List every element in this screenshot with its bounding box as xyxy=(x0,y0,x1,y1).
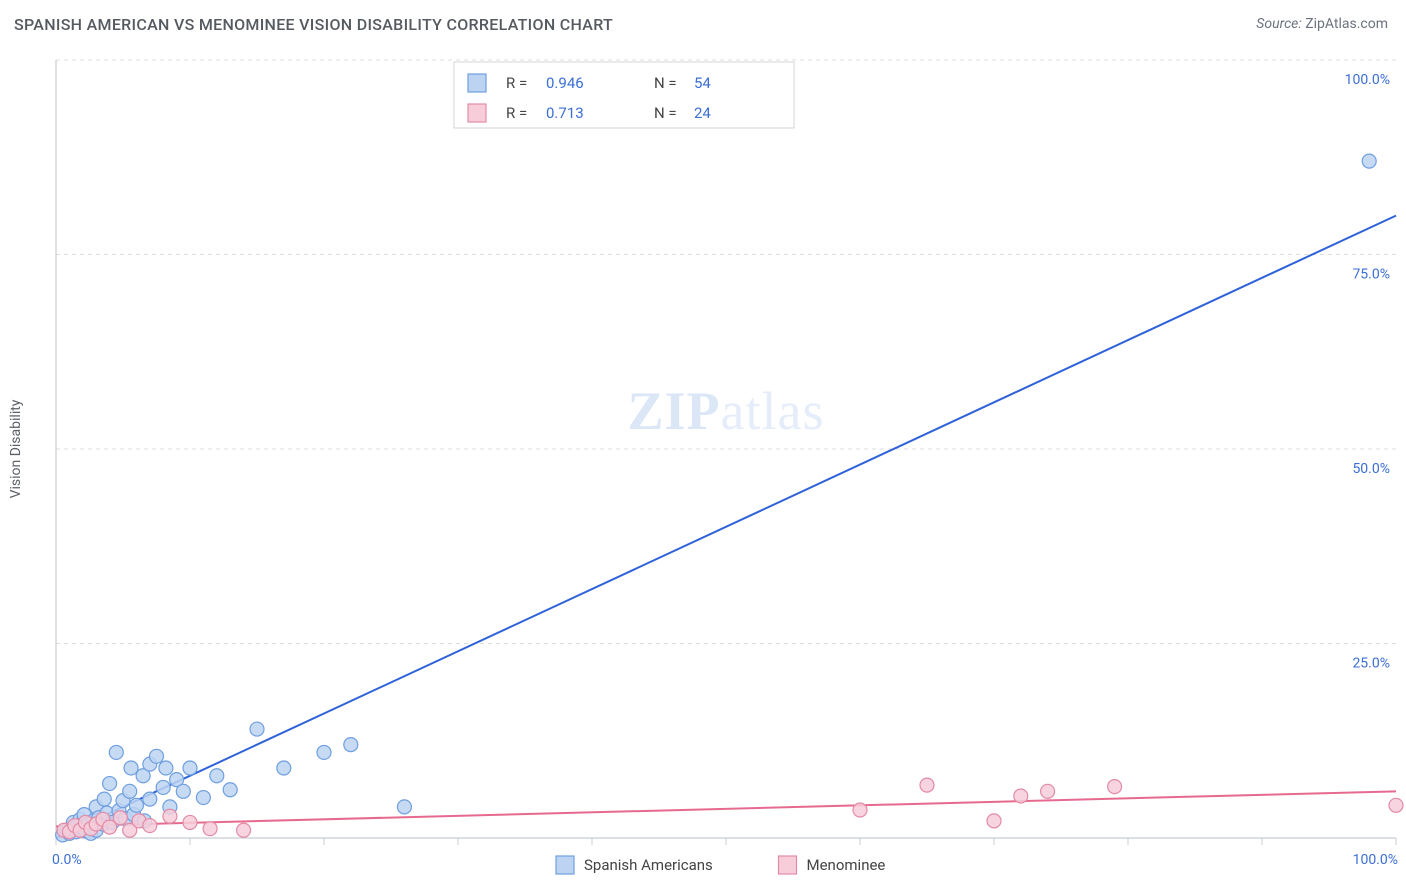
data-point xyxy=(150,749,164,763)
y-tick-label: 50.0% xyxy=(1352,461,1390,477)
source-label: Source: xyxy=(1256,16,1301,32)
data-point xyxy=(176,784,190,798)
data-point xyxy=(123,784,137,798)
x-tick-label: 100.0% xyxy=(1353,852,1398,868)
watermark: ZIPatlas xyxy=(628,381,825,441)
bottom-legend-swatch xyxy=(556,856,574,874)
legend-r-label: R = xyxy=(506,104,527,122)
data-point xyxy=(1041,784,1055,798)
data-point xyxy=(109,745,123,759)
legend-r-value: 0.946 xyxy=(546,74,584,92)
data-point xyxy=(143,819,157,833)
data-point xyxy=(183,761,197,775)
chart-title: SPANISH AMERICAN VS MENOMINEE VISION DIS… xyxy=(14,15,613,34)
chart-source: Source: ZipAtlas.com xyxy=(1256,16,1388,32)
data-point xyxy=(344,738,358,752)
data-point xyxy=(156,780,170,794)
legend-r-label: R = xyxy=(506,74,527,92)
data-point xyxy=(853,803,867,817)
data-point xyxy=(129,798,143,812)
data-point xyxy=(210,769,224,783)
bottom-legend-swatch xyxy=(779,856,797,874)
legend-n-label: N = xyxy=(654,74,677,92)
stats-legend xyxy=(454,62,794,128)
y-tick-label: 25.0% xyxy=(1352,656,1390,672)
data-point xyxy=(196,791,210,805)
data-point xyxy=(920,778,934,792)
data-point xyxy=(397,800,411,814)
y-tick-label: 75.0% xyxy=(1352,267,1390,283)
data-point xyxy=(163,809,177,823)
data-point xyxy=(987,814,1001,828)
legend-n-value: 54 xyxy=(694,74,711,92)
data-point xyxy=(143,792,157,806)
data-point xyxy=(1108,780,1122,794)
data-point xyxy=(1389,798,1403,812)
regression-line xyxy=(56,216,1396,838)
y-tick-label: 100.0% xyxy=(1345,72,1390,88)
data-point xyxy=(124,761,138,775)
data-point xyxy=(203,822,217,836)
chart-header: SPANISH AMERICAN VS MENOMINEE VISION DIS… xyxy=(0,0,1406,48)
data-point xyxy=(183,815,197,829)
data-point xyxy=(223,783,237,797)
regression-line xyxy=(56,791,1396,826)
data-point xyxy=(277,761,291,775)
legend-r-value: 0.713 xyxy=(546,104,584,122)
bottom-legend-label: Menominee xyxy=(807,856,886,874)
legend-swatch xyxy=(468,104,486,122)
chart-container: ZIPatlas 25.0% 50.0% 75.0% 100.0% 0.0% 100.0% V… xyxy=(0,48,1406,892)
source-value: ZipAtlas.com xyxy=(1305,16,1388,32)
data-point xyxy=(317,745,331,759)
data-point xyxy=(1362,154,1376,168)
data-point xyxy=(1014,789,1028,803)
data-point xyxy=(103,777,117,791)
data-point xyxy=(237,823,251,837)
y-axis-label: Vision Disability xyxy=(8,399,24,498)
data-point xyxy=(159,761,173,775)
x-tick-label: 0.0% xyxy=(52,852,82,868)
legend-n-label: N = xyxy=(654,104,677,122)
bottom-legend-label: Spanish Americans xyxy=(584,856,713,874)
data-point xyxy=(113,811,127,825)
legend-swatch xyxy=(468,74,486,92)
data-point xyxy=(250,722,264,736)
legend-n-value: 24 xyxy=(694,104,711,122)
correlation-scatter-chart: ZIPatlas 25.0% 50.0% 75.0% 100.0% 0.0% 100.0% V… xyxy=(0,48,1406,892)
data-point xyxy=(97,792,111,806)
